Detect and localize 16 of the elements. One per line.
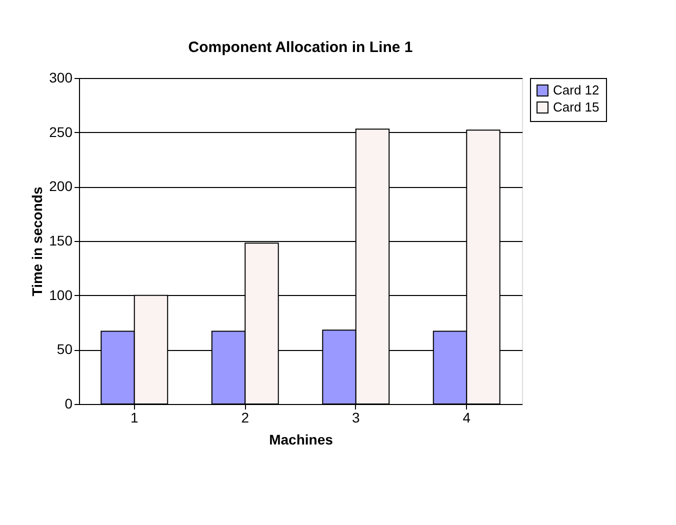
y-tick-label: 200 [49,178,73,194]
y-tick-label: 50 [56,341,73,358]
x-tick-label: 3 [352,410,360,426]
y-axis-title: Time in seconds [29,186,46,296]
x-axis-title: Machines [269,432,334,448]
y-tick-label: 150 [49,232,73,248]
y-tick-label: 250 [49,124,73,140]
y-tick-label: 300 [49,70,73,86]
x-tick-label: 1 [130,410,138,426]
x-tick-label: 4 [462,410,471,426]
x-tick-label: 2 [241,410,250,426]
y-tick-label: 0 [64,396,73,412]
chart-title: Component Allocation in Line 1 [188,39,413,56]
legend-label: Card 12 [553,82,600,98]
y-tick-label: 100 [49,286,73,303]
legend-label: Card 15 [553,100,600,114]
